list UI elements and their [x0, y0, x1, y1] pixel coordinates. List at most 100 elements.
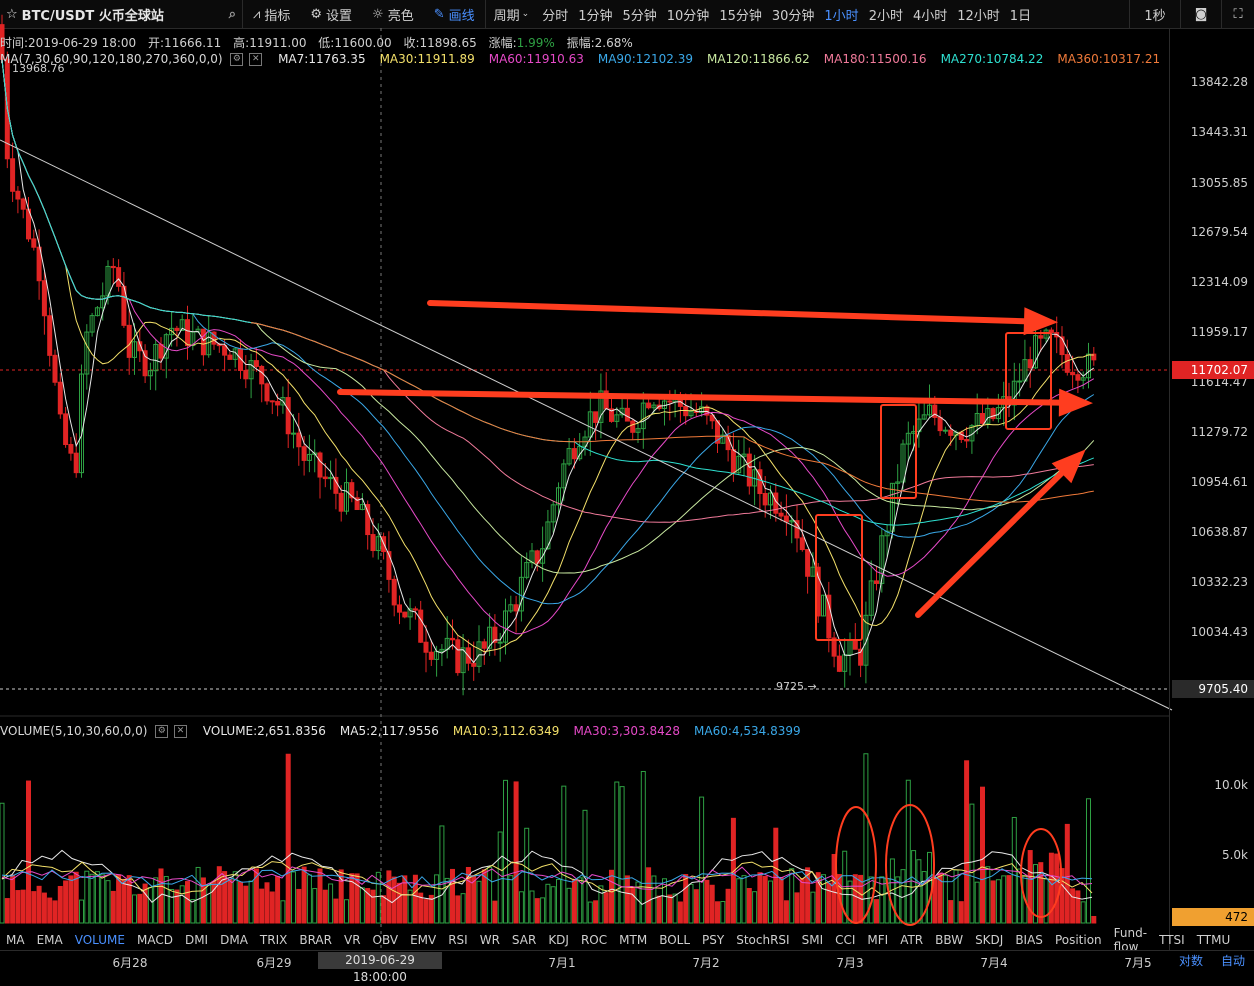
indicator-tab[interactable]: MTM — [619, 933, 648, 947]
low-annotation: 9725 → — [776, 680, 817, 693]
ma-legend-name[interactable]: MA(7,30,60,90,120,180,270,360,0,0) — [0, 52, 223, 66]
candle-body — [513, 604, 519, 612]
candle-body — [614, 414, 620, 422]
volume-bar — [31, 891, 37, 924]
theme-button[interactable]: ☼ 亮色 — [372, 6, 414, 24]
volume-highlight-circle — [1020, 828, 1062, 918]
indicator-tab[interactable]: DMI — [184, 933, 209, 947]
interval-5[interactable]: 30分钟 — [771, 8, 815, 24]
volume-bar — [508, 875, 514, 924]
indicator-tab[interactable]: RSI — [448, 933, 468, 947]
volume-bar — [312, 888, 318, 924]
indicator-tab[interactable]: StochRSI — [736, 933, 790, 947]
interval-9[interactable]: 12小时 — [957, 8, 1000, 24]
volume-bar — [942, 874, 948, 924]
indicator-tab[interactable]: PSY — [702, 933, 725, 947]
interval-0[interactable]: 分时 — [542, 8, 569, 24]
settings-chip-icon[interactable]: ⚙ — [230, 53, 244, 66]
indicator-tab[interactable]: OBV — [372, 933, 399, 947]
indicator-tab[interactable]: BRAR — [299, 933, 332, 947]
settings-chip-icon[interactable]: ⚙ — [155, 725, 169, 738]
candle-body — [783, 515, 789, 523]
indicator-tab[interactable]: EMA — [36, 933, 63, 947]
log-scale-button[interactable]: 对数 — [1178, 954, 1203, 968]
draw-button[interactable]: ✎ 画线 — [433, 6, 475, 24]
candle-body — [126, 324, 132, 358]
interval-4[interactable]: 15分钟 — [719, 8, 762, 24]
close-chip-icon[interactable]: ✕ — [249, 53, 263, 66]
indicator-tab[interactable]: EMV — [410, 933, 437, 947]
indicators-button[interactable]: ⩘ 指标 — [253, 6, 291, 24]
camera-icon[interactable]: ◙ — [1194, 6, 1208, 22]
indicator-tab[interactable]: SMI — [801, 933, 824, 947]
ma-legend-item: MA270:10784.22 — [940, 52, 1044, 66]
volume-bar — [757, 872, 763, 924]
indicator-tab[interactable]: MA — [6, 933, 25, 947]
volume-bar — [296, 888, 302, 924]
ma30-line — [1, 59, 1094, 653]
period-dropdown[interactable]: 周期 ⌄ — [493, 8, 530, 24]
candle-body — [407, 608, 413, 618]
interval-1[interactable]: 1分钟 — [578, 8, 613, 24]
indicator-tab[interactable]: TTSI — [1159, 933, 1185, 947]
price-axis[interactable]: 13842.28 13443.31 13055.85 12679.54 12314.09… — [1169, 28, 1254, 950]
price-tick: 13055.85 — [1190, 176, 1248, 190]
star-icon[interactable]: ☆ — [6, 6, 18, 22]
interval-3[interactable]: 10分钟 — [666, 8, 710, 24]
interval-10[interactable]: 1日 — [1009, 8, 1032, 24]
symbol-selector[interactable]: ☆ BTC/USDT 火币全球站 ⌕ — [0, 5, 242, 24]
candle-body — [937, 416, 943, 432]
volume-bar — [1064, 823, 1070, 924]
interval-8[interactable]: 4小时 — [912, 8, 948, 24]
indicator-tab[interactable]: VOLUME — [74, 933, 125, 947]
indicator-tab[interactable]: BBW — [935, 933, 964, 947]
indicator-tab[interactable]: VR — [343, 933, 361, 947]
candle-body — [132, 341, 137, 358]
indicator-tab[interactable]: WR — [479, 933, 500, 947]
candle-body — [1091, 353, 1097, 361]
indicator-tab[interactable]: TTMU — [1196, 933, 1231, 947]
interval-7[interactable]: 2小时 — [868, 8, 903, 24]
settings-button[interactable]: ⚙ 设置 — [310, 6, 353, 24]
indicator-tab[interactable]: BIAS — [1015, 933, 1043, 947]
volume-bar — [322, 889, 328, 924]
volume-bar — [969, 803, 975, 924]
indicator-tab[interactable]: BOLL — [659, 933, 691, 947]
volume-bar — [534, 898, 540, 924]
indicator-tab[interactable]: KDJ — [548, 933, 569, 947]
indicator-tab[interactable]: MFI — [867, 933, 889, 947]
auto-scale-button[interactable]: 自动 — [1220, 954, 1245, 968]
indicator-tab[interactable]: DMA — [220, 933, 248, 947]
ma-legend: MA(7,30,60,90,120,180,270,360,0,0) ⚙ ✕ M… — [0, 52, 1188, 66]
candle-body — [317, 452, 323, 478]
indicator-tab[interactable]: Position — [1054, 933, 1102, 947]
indicator-tab[interactable]: ATR — [900, 933, 924, 947]
volume-bar — [460, 893, 466, 924]
candle-body — [863, 614, 869, 666]
volume-bar — [1001, 875, 1007, 924]
search-icon[interactable]: ⌕ — [228, 6, 236, 22]
indicator-tab[interactable]: CCI — [835, 933, 856, 947]
volume-legend-name[interactable]: VOLUME(5,10,30,60,0,0) — [0, 724, 148, 738]
close-chip-icon[interactable]: ✕ — [174, 725, 188, 738]
candle-body — [94, 307, 100, 317]
ohlc-time: 时间:2019-06-29 18:00 — [0, 36, 137, 50]
indicator-tab[interactable]: MACD — [136, 933, 173, 947]
interval-6[interactable]: 1小时 — [824, 8, 859, 24]
indicator-tab[interactable]: SKDJ — [975, 933, 1004, 947]
indicator-tab[interactable]: TRIX — [259, 933, 288, 947]
indicator-tab[interactable]: ROC — [580, 933, 608, 947]
volume-bar — [47, 897, 53, 924]
indicator-tab[interactable]: SAR — [511, 933, 537, 947]
volume-legend-item: MA5:2,117.9556 — [339, 724, 439, 738]
volume-bar — [874, 899, 879, 924]
candle-body — [826, 594, 832, 639]
candle-body — [36, 246, 42, 282]
fullscreen-icon[interactable]: ⛶ — [1233, 6, 1243, 22]
candle-body — [508, 604, 514, 612]
candle-body — [365, 504, 371, 536]
volume-highlight-circle — [885, 804, 935, 926]
interval-2[interactable]: 5分钟 — [622, 8, 657, 24]
candle-body — [158, 343, 164, 359]
